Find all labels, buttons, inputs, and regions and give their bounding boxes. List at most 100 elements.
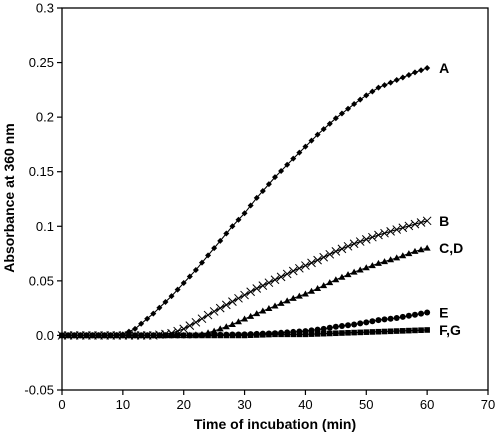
series-b-data-point bbox=[221, 300, 231, 310]
series-a-data-point bbox=[393, 77, 400, 84]
series-a-data-point bbox=[424, 65, 431, 72]
series-f-g-data-point bbox=[83, 332, 90, 339]
series-b-data-point bbox=[422, 216, 432, 226]
series-e-data-point bbox=[418, 310, 425, 317]
series-c-d-data-point bbox=[344, 271, 352, 278]
series-f-g-data-point bbox=[302, 331, 309, 338]
series-a-data-point bbox=[174, 286, 181, 293]
series-c-d-data-point bbox=[411, 247, 419, 254]
series-a-data-point bbox=[235, 216, 242, 223]
series-c-d-data-point bbox=[295, 292, 303, 299]
series-c-d-data-point bbox=[210, 327, 218, 334]
y-tick-label: 0.25 bbox=[29, 55, 54, 70]
series-f-g-data-point bbox=[393, 328, 400, 334]
series-e-label: E bbox=[439, 305, 448, 321]
x-tick-label: 40 bbox=[298, 397, 312, 412]
series-f-g-data-point bbox=[345, 330, 351, 336]
series-c-d-data-point bbox=[387, 256, 395, 263]
series-e-data-point bbox=[405, 312, 412, 319]
series-c-d-data-point bbox=[253, 310, 261, 317]
series-c-d-data-point bbox=[301, 290, 309, 297]
series-c-d-data-point bbox=[222, 323, 230, 330]
series-e-data-point bbox=[363, 319, 370, 326]
series-b-data-point bbox=[215, 303, 225, 313]
series-a-data-point bbox=[217, 237, 224, 244]
series-f-g-data-point bbox=[235, 332, 242, 339]
series-a-data-point bbox=[338, 110, 345, 117]
x-tick-label: 10 bbox=[116, 397, 130, 412]
series-c-d-data-point bbox=[368, 262, 376, 269]
series-f-g-data-point bbox=[247, 332, 254, 339]
x-tick-label: 70 bbox=[481, 397, 495, 412]
series-a-data-point bbox=[259, 187, 266, 194]
plot-frame bbox=[61, 7, 489, 391]
series-c-d-data-point bbox=[283, 297, 291, 304]
series-a-data-point bbox=[278, 167, 285, 174]
series-f-g-data-point bbox=[59, 332, 65, 339]
series-c-d-label: C,D bbox=[439, 240, 463, 256]
series-c-d-data-point bbox=[405, 250, 413, 257]
series-a-data-point bbox=[296, 149, 303, 156]
series-f-g-data-point bbox=[162, 332, 169, 339]
series-e-data-point bbox=[357, 320, 364, 327]
x-tick-label: 60 bbox=[420, 397, 434, 412]
series-a-data-point bbox=[223, 230, 230, 237]
series-f-g-data-point bbox=[406, 327, 412, 334]
series-f-g-data-point bbox=[357, 329, 363, 336]
series-a-data-point bbox=[198, 259, 205, 266]
series-a-data-point bbox=[363, 92, 370, 99]
series-a-label: A bbox=[439, 60, 449, 76]
series-a-data-point bbox=[150, 310, 157, 317]
series-f-g-data-point bbox=[77, 332, 84, 339]
series-a-data-point bbox=[345, 105, 352, 112]
series-f-g-data-point bbox=[400, 328, 406, 334]
series-a-data-point bbox=[399, 74, 406, 81]
series-f-g-data-point bbox=[101, 332, 108, 339]
series-b-data-point bbox=[368, 232, 377, 242]
series-a-data-point bbox=[375, 84, 382, 91]
series-f-g-data-point bbox=[217, 332, 224, 339]
series-f-g-data-point bbox=[150, 332, 157, 339]
series-c-d-data-point bbox=[393, 254, 401, 261]
series-f-g-data-point bbox=[205, 332, 211, 339]
series-b-data-point bbox=[349, 239, 359, 249]
series-f-g-data-point bbox=[381, 328, 388, 335]
series-f-g-data-point bbox=[229, 332, 236, 339]
series-b-data-point bbox=[276, 272, 286, 282]
series-c-d bbox=[58, 244, 431, 338]
series-f-g-data-point bbox=[193, 332, 199, 339]
series-a-data-point bbox=[180, 280, 187, 287]
series-e-data-point bbox=[375, 317, 382, 324]
series-b-data-point bbox=[307, 258, 316, 268]
series-b-data-point bbox=[179, 324, 189, 334]
series-b-data-point bbox=[313, 255, 322, 265]
series-f-g-data-point bbox=[144, 332, 150, 339]
series-f-g-data-point bbox=[351, 329, 357, 336]
series-f-g-data-point bbox=[326, 330, 333, 337]
series-b-data-point bbox=[282, 269, 292, 279]
series-f-g-data-point bbox=[180, 332, 187, 339]
series-f-g-data-point bbox=[369, 329, 376, 335]
series-a-data-point bbox=[332, 115, 339, 122]
series-b-data-point bbox=[337, 244, 347, 254]
series-f-g-data-point bbox=[156, 332, 163, 339]
series-group bbox=[57, 65, 432, 340]
series-f-g-data-point bbox=[113, 332, 120, 339]
series-c-d-data-point bbox=[247, 312, 255, 319]
y-tick-label: 0.05 bbox=[29, 273, 54, 288]
series-f-g-data-point bbox=[278, 331, 284, 338]
series-c-d-data-point bbox=[332, 276, 340, 283]
series-b-label: B bbox=[439, 213, 449, 229]
series-a-data-point bbox=[302, 143, 309, 150]
series-a-data-point bbox=[357, 96, 364, 103]
series-e-data-point bbox=[393, 314, 400, 321]
series-f-g-data-point bbox=[132, 332, 138, 339]
series-a-data-point bbox=[229, 223, 236, 230]
series-b-data-point bbox=[331, 247, 341, 256]
series-f-g-data-point bbox=[107, 332, 114, 339]
series-c-d-data-point bbox=[271, 302, 279, 309]
series-c-d-data-point bbox=[362, 264, 370, 271]
series-a-data-point bbox=[205, 252, 212, 259]
series-f-g-data-point bbox=[290, 331, 297, 338]
